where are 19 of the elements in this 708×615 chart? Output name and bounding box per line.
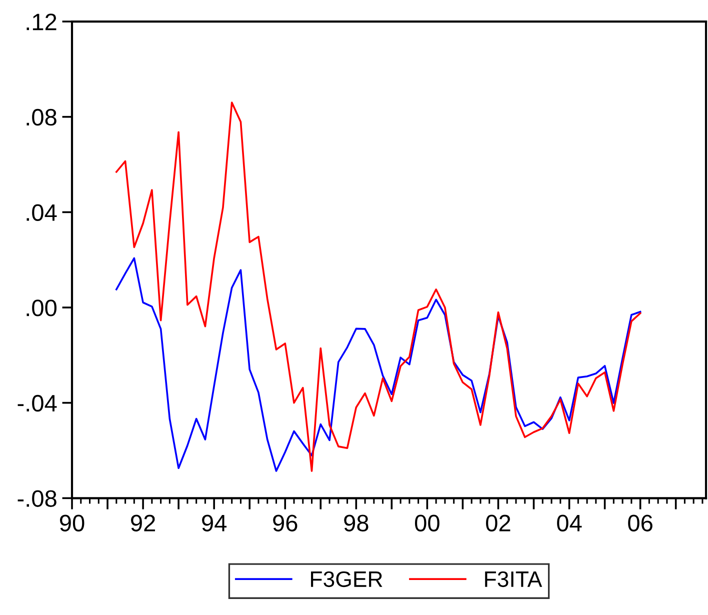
- line-series: [115, 102, 642, 472]
- y-tick-label: -.08: [18, 490, 56, 507]
- y-tick-label: -.04: [18, 394, 57, 412]
- x-tick-label: 02: [486, 514, 510, 532]
- x-tick-label: 90: [60, 514, 84, 532]
- x-tick-label: 96: [273, 514, 298, 532]
- line-series: [115, 257, 642, 472]
- y-tick-label: .00: [26, 300, 56, 316]
- y-tick-label: .08: [26, 108, 56, 126]
- x-tick-label: 94: [202, 514, 227, 532]
- legend-label: F3ITA: [485, 571, 542, 588]
- x-tick-label: 06: [628, 514, 652, 532]
- x-tick-label: 04: [557, 514, 582, 532]
- x-tick-label: 00: [414, 514, 440, 532]
- y-tick-label: .04: [26, 204, 57, 221]
- x-tick-label: 92: [131, 514, 155, 532]
- legend-label: F3GER: [311, 571, 382, 588]
- y-tick-label: .12: [26, 14, 56, 30]
- x-tick-label: 98: [344, 514, 368, 532]
